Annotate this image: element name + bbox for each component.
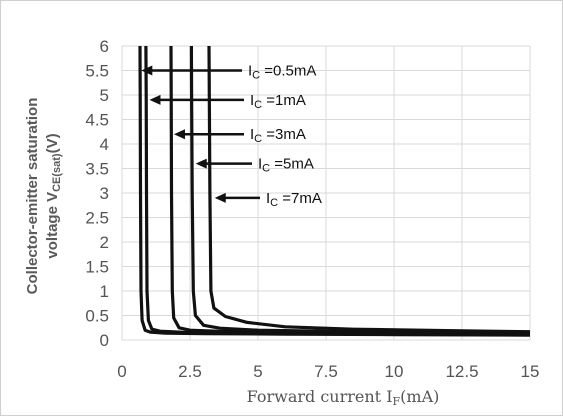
y-tick-label: 5 — [100, 86, 109, 105]
y-tick-label: 0.5 — [85, 307, 109, 326]
y-tick-label: 5.5 — [85, 62, 109, 81]
series-line-1 — [138, 45, 531, 337]
grid — [121, 45, 531, 341]
series-arrow-head — [173, 129, 185, 140]
x-tick-label: 15 — [521, 362, 540, 381]
x-tick-label: 12.5 — [445, 362, 478, 381]
x-tick-labels: 0 2.5 5 7.5 10 12.5 15 — [117, 362, 539, 381]
series-arrow-head — [141, 65, 153, 76]
y-tick-label: 4 — [100, 135, 109, 154]
series-line-3 — [169, 45, 531, 335]
y-tick-label: 2 — [100, 233, 109, 252]
series-line-5 — [207, 45, 531, 334]
x-tick-label: 10 — [385, 362, 404, 381]
y-tick-label: 3 — [100, 184, 109, 203]
series-label: IC =0.5mA — [248, 63, 316, 82]
x-tick-label: 7.5 — [314, 362, 338, 381]
y-tick-label: 0 — [100, 331, 109, 350]
series-label: IC =1mA — [250, 92, 306, 111]
series-label: IC =3mA — [250, 126, 306, 145]
series-curves — [138, 45, 531, 337]
series-annotations: IC =0.5mA IC =1mA IC =3mA IC =5mA IC =7mA — [141, 63, 322, 209]
x-tick-label: 2.5 — [178, 362, 202, 381]
y-tick-label: 1.5 — [85, 258, 109, 277]
y-tick-label: 2.5 — [85, 209, 109, 228]
y-axis-label-line1: Collector-emitter saturation — [24, 98, 41, 295]
y-tick-label: 6 — [100, 37, 109, 56]
series-arrow-head — [195, 158, 207, 169]
x-tick-label: 5 — [253, 362, 262, 381]
series-line-4 — [189, 45, 531, 335]
y-axis-label-line2: voltage VCE(sat)(V) — [44, 133, 63, 258]
series-arrow-head — [214, 192, 226, 203]
series-label: IC =7mA — [266, 190, 322, 209]
y-tick-labels: 0 0.5 1 1.5 2 2.5 3 3.5 4 4.5 5 5.5 6 — [85, 37, 109, 350]
y-axis-label: Collector-emitter saturation voltage VCE… — [24, 98, 63, 295]
x-tick-label: 0 — [117, 362, 126, 381]
y-tick-label: 4.5 — [85, 111, 109, 130]
x-axis-label: Forward current IF(mA) — [247, 387, 440, 408]
series-label: IC =5mA — [258, 156, 314, 175]
y-tick-label: 3.5 — [85, 160, 109, 179]
y-tick-label: 1 — [100, 282, 109, 301]
series-arrow-head — [149, 94, 161, 105]
